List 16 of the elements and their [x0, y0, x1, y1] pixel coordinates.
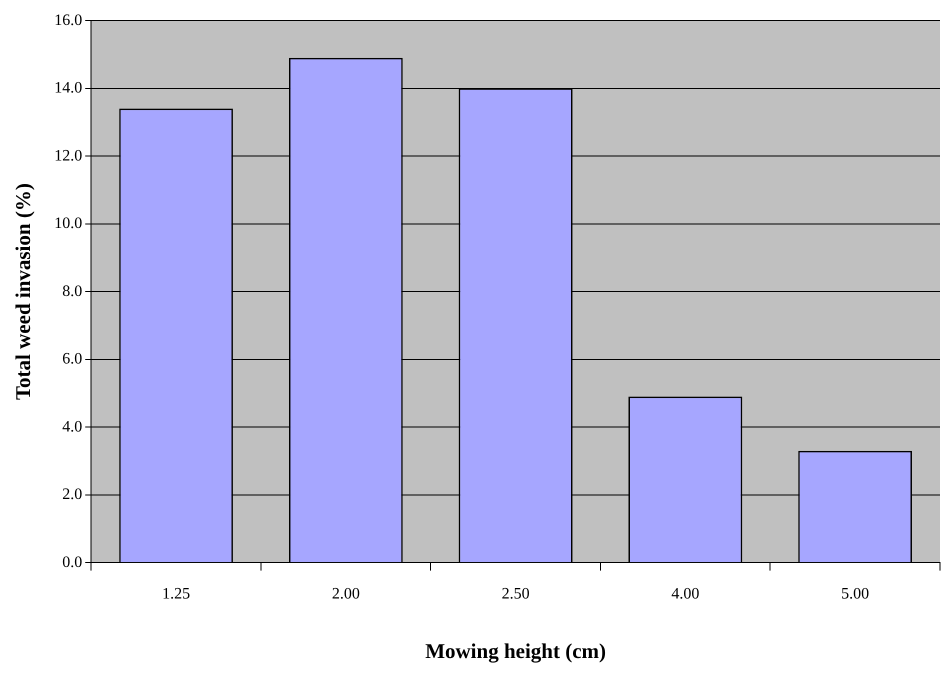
x-tick-label: 2.50 — [502, 585, 530, 602]
y-tick-label: 10.0 — [54, 215, 82, 232]
y-tick-label: 0.0 — [62, 554, 82, 571]
x-tick-label: 4.00 — [671, 585, 700, 602]
y-tick-label: 14.0 — [54, 80, 82, 97]
y-tick-label: 4.0 — [62, 418, 82, 436]
x-tick-label: 1.25 — [162, 585, 190, 602]
y-tick-label: 8.0 — [62, 282, 82, 300]
x-tick-label: 2.00 — [332, 585, 360, 602]
y-axis-title: Total weed invasion (%) — [11, 183, 36, 400]
y-tick-label: 16.0 — [54, 12, 82, 29]
y-tick-label: 12.0 — [54, 147, 82, 164]
x-axis-title: Mowing height (cm) — [425, 638, 606, 663]
y-tick-label: 6.0 — [62, 350, 82, 368]
y-tick-label: 2.0 — [62, 486, 82, 504]
x-tick-label: 5.00 — [841, 585, 870, 602]
